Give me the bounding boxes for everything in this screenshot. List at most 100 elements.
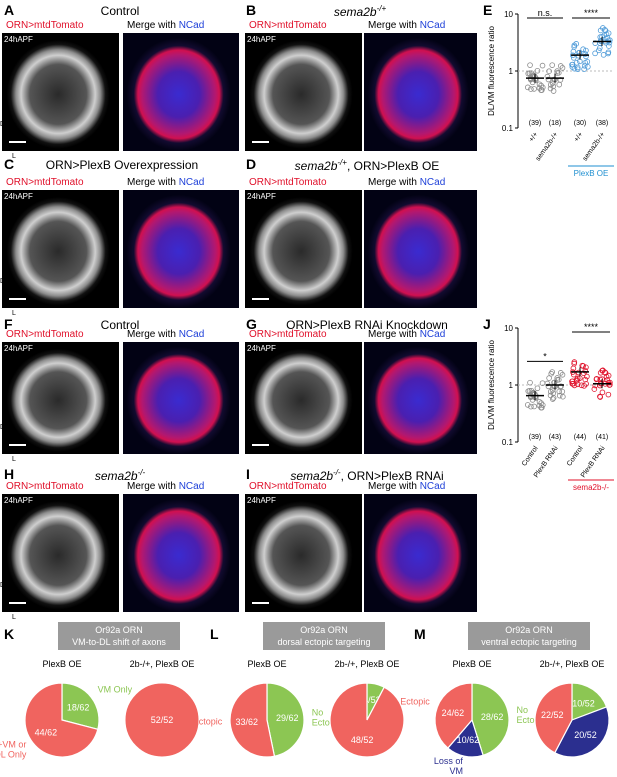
slice-label: Ectopic: [193, 717, 223, 727]
orn-image: 24hAPF: [245, 33, 362, 151]
pie-slice: [229, 682, 276, 758]
data-point: [599, 389, 606, 396]
panel-h-title-main: sema2b: [94, 469, 138, 483]
pie-slice: [471, 682, 510, 757]
merge-image: [123, 33, 239, 151]
ncad-text: NCad: [178, 177, 205, 188]
n-label: (43): [549, 434, 561, 441]
y-tick-label: 1: [509, 67, 514, 76]
data-point: [528, 70, 535, 77]
panel-i-title-italic: sema2b: [290, 469, 334, 483]
n-label: (41): [596, 434, 608, 441]
pie-title: 2b-/+, PlexB OE: [335, 659, 400, 669]
panel-letter-b: B: [246, 2, 257, 18]
ncad-text: NCad: [419, 481, 446, 492]
pie-slice: [553, 706, 610, 758]
data-point: [583, 47, 589, 54]
slice-label: VM: [449, 766, 463, 776]
data-point: [550, 88, 557, 94]
data-point: [549, 80, 556, 86]
data-point: [527, 393, 534, 400]
axis-l-label: L: [12, 153, 16, 160]
slice-label: DL+VM or: [0, 740, 26, 750]
merge-image: [364, 190, 477, 308]
data-point: [597, 34, 604, 40]
ncad-text: NCad: [178, 20, 205, 31]
data-point: [548, 370, 555, 377]
n-label: (44): [574, 434, 586, 441]
n-label: (39): [529, 434, 541, 441]
pie-slice: [266, 682, 305, 757]
data-point: [580, 46, 586, 53]
pie-title: 2b-/+, PlexB OE: [540, 659, 605, 669]
ncad-text: NCad: [419, 20, 446, 31]
axis-l-label: L: [12, 456, 16, 463]
orn-image: 24hAPF: [245, 342, 362, 454]
panel-letter-f: F: [4, 316, 13, 332]
merge-text: Merge with: [127, 20, 179, 31]
y-axis-label: DL/VM fluorescence ratio: [487, 340, 496, 430]
data-point: [551, 383, 557, 390]
y-tick-label: 10: [504, 324, 513, 333]
ncad-text: NCad: [419, 177, 446, 188]
y-axis-label: DL/VM fluorescence ratio: [487, 26, 496, 116]
panel-h-title: sema2b-/-: [60, 468, 180, 483]
data-point: [605, 49, 612, 56]
chart-e: 0.1 1 10 DL/VM fluorescence ratio (39) (18) (3…: [487, 8, 614, 178]
merge-text: Merge with: [368, 329, 420, 340]
axis-d-label: D: [0, 582, 6, 589]
pie-slice: [329, 682, 405, 758]
panel-g-title: ORN>PlexB RNAi Knockdown: [286, 318, 448, 332]
data-point: [599, 367, 606, 374]
panel-b-title: sema2b-/+: [300, 4, 420, 19]
orn-image: 24hAPF: [2, 190, 119, 308]
panel-f-title: Control: [100, 318, 140, 332]
panel-letter-j: J: [483, 316, 491, 332]
y-tick-label: 0.1: [502, 124, 514, 133]
n-label: (39): [529, 120, 541, 127]
data-point: [603, 31, 610, 38]
data-point: [531, 403, 537, 410]
data-point: [539, 62, 546, 69]
data-point: [528, 387, 535, 394]
panel-c-title: ORN>PlexB Overexpression: [45, 158, 199, 172]
data-point: [596, 47, 602, 54]
pie-title: 2b-/+, PlexB OE: [130, 659, 195, 669]
data-point: [606, 43, 612, 49]
data-point: [603, 373, 610, 380]
data-point: [593, 375, 600, 382]
pie-slice: [434, 682, 473, 749]
merge-text: Merge with: [127, 481, 179, 492]
scale-bar: [252, 602, 269, 604]
panel-b-title-main: sema2b: [333, 5, 377, 19]
y-tick-label: 10: [504, 10, 513, 19]
merge-image: [364, 494, 477, 612]
significance-label: ****: [584, 322, 599, 332]
data-point: [597, 394, 604, 400]
slice-label: Loss of: [434, 756, 464, 766]
data-point: [528, 403, 534, 410]
panel-letter-g: G: [246, 316, 257, 332]
slice-value: 4/52: [363, 695, 381, 705]
data-point: [549, 62, 555, 68]
apf-label: 24hAPF: [247, 344, 276, 353]
orn-image: 24hAPF: [2, 342, 119, 454]
orn-image: 24hAPF: [2, 33, 119, 151]
panel-d-title-sup: -/+: [337, 158, 347, 167]
apf-label: 24hAPF: [247, 192, 276, 201]
merge-label: Merge with NCad: [127, 481, 204, 492]
slice-label: Ectopic: [516, 715, 546, 725]
merge-text: Merge with: [127, 177, 179, 188]
data-point: [557, 370, 564, 376]
axis-d-label: D: [0, 278, 6, 285]
merge-image: [123, 190, 239, 308]
data-point: [536, 81, 543, 88]
apf-label: 24hAPF: [247, 496, 276, 505]
panel-letter-e: E: [483, 2, 493, 18]
data-point: [556, 392, 563, 399]
x-tick-label: +/+: [528, 131, 540, 143]
slice-value: 33/62: [235, 717, 258, 727]
orn-label: ORN>mtdTomato: [6, 329, 84, 340]
pie-title: PlexB OE: [42, 659, 81, 669]
y-tick-label: 0.1: [502, 438, 514, 447]
